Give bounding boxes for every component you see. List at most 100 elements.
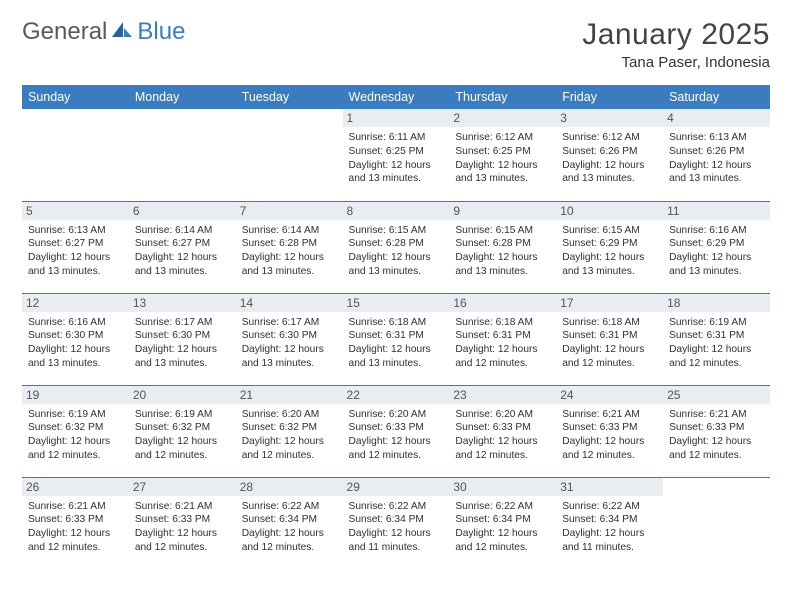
calendar-cell: 1 Sunrise: 6:11 AMSunset: 6:25 PMDaylight… bbox=[343, 109, 450, 201]
day-details: Sunrise: 6:18 AMSunset: 6:31 PMDaylight:… bbox=[349, 316, 444, 371]
day-details: Sunrise: 6:15 AMSunset: 6:28 PMDaylight:… bbox=[455, 224, 550, 279]
day-number: 20 bbox=[129, 386, 236, 404]
calendar-cell: 15 Sunrise: 6:18 AMSunset: 6:31 PMDayligh… bbox=[343, 293, 450, 385]
day-number: 9 bbox=[449, 202, 556, 220]
day-details: Sunrise: 6:12 AMSunset: 6:26 PMDaylight:… bbox=[562, 131, 657, 186]
calendar-cell bbox=[22, 109, 129, 201]
calendar-cell: 19 Sunrise: 6:19 AMSunset: 6:32 PMDayligh… bbox=[22, 385, 129, 477]
calendar-cell: 14 Sunrise: 6:17 AMSunset: 6:30 PMDayligh… bbox=[236, 293, 343, 385]
day-header: Friday bbox=[556, 85, 663, 109]
calendar-cell: 20Sunrise: 6:19 AMSunset: 6:32 PMDayligh… bbox=[129, 385, 236, 477]
day-details: Sunrise: 6:12 AMSunset: 6:25 PMDaylight:… bbox=[455, 131, 550, 186]
day-number: 30 bbox=[449, 478, 556, 496]
day-header: Tuesday bbox=[236, 85, 343, 109]
day-number: 12 bbox=[22, 294, 129, 312]
day-number: 8 bbox=[343, 202, 450, 220]
day-number: 10 bbox=[556, 202, 663, 220]
day-number: 15 bbox=[343, 294, 450, 312]
calendar-cell: 7Sunrise: 6:14 AMSunset: 6:28 PMDaylight… bbox=[236, 201, 343, 293]
day-number: 4 bbox=[663, 109, 770, 127]
brand-word-2: Blue bbox=[137, 18, 185, 46]
day-number: 26 bbox=[22, 478, 129, 496]
calendar-cell bbox=[663, 477, 770, 569]
day-number: 19 bbox=[22, 386, 129, 404]
day-number: 3 bbox=[556, 109, 663, 127]
calendar-cell: 24Sunrise: 6:21 AMSunset: 6:33 PMDayligh… bbox=[556, 385, 663, 477]
brand-logo: General Blue bbox=[22, 18, 185, 46]
calendar-cell: 21 Sunrise: 6:20 AMSunset: 6:32 PMDayligh… bbox=[236, 385, 343, 477]
calendar-cell: 16Sunrise: 6:18 AMSunset: 6:31 PMDayligh… bbox=[449, 293, 556, 385]
calendar-cell: 23 Sunrise: 6:20 AMSunset: 6:33 PMDayligh… bbox=[449, 385, 556, 477]
day-number: 16 bbox=[449, 294, 556, 312]
day-number: 27 bbox=[129, 478, 236, 496]
day-details: Sunrise: 6:20 AMSunset: 6:32 PMDaylight:… bbox=[242, 408, 337, 463]
day-number: 22 bbox=[343, 386, 450, 404]
calendar-cell: 30Sunrise: 6:22 AMSunset: 6:34 PMDayligh… bbox=[449, 477, 556, 569]
calendar-body: 1 Sunrise: 6:11 AMSunset: 6:25 PMDaylight… bbox=[22, 109, 770, 569]
day-number: 5 bbox=[22, 202, 129, 220]
day-number: 14 bbox=[236, 294, 343, 312]
day-details: Sunrise: 6:20 AMSunset: 6:33 PMDaylight:… bbox=[455, 408, 550, 463]
day-details: Sunrise: 6:17 AMSunset: 6:30 PMDaylight:… bbox=[135, 316, 230, 371]
calendar-week: 1 Sunrise: 6:11 AMSunset: 6:25 PMDaylight… bbox=[22, 109, 770, 201]
calendar-cell: 13Sunrise: 6:17 AMSunset: 6:30 PMDayligh… bbox=[129, 293, 236, 385]
day-details: Sunrise: 6:14 AMSunset: 6:27 PMDaylight:… bbox=[135, 224, 230, 279]
calendar-cell: 22 Sunrise: 6:20 AMSunset: 6:33 PMDayligh… bbox=[343, 385, 450, 477]
day-details: Sunrise: 6:14 AMSunset: 6:28 PMDaylight:… bbox=[242, 224, 337, 279]
calendar-cell: 5Sunrise: 6:13 AMSunset: 6:27 PMDaylight… bbox=[22, 201, 129, 293]
calendar-cell: 6 Sunrise: 6:14 AMSunset: 6:27 PMDaylight… bbox=[129, 201, 236, 293]
calendar-week: 5Sunrise: 6:13 AMSunset: 6:27 PMDaylight… bbox=[22, 201, 770, 293]
day-details: Sunrise: 6:21 AMSunset: 6:33 PMDaylight:… bbox=[135, 500, 230, 555]
day-number: 2 bbox=[449, 109, 556, 127]
day-details: Sunrise: 6:15 AMSunset: 6:29 PMDaylight:… bbox=[562, 224, 657, 279]
day-number: 21 bbox=[236, 386, 343, 404]
day-details: Sunrise: 6:22 AMSunset: 6:34 PMDaylight:… bbox=[242, 500, 337, 555]
day-details: Sunrise: 6:19 AMSunset: 6:31 PMDaylight:… bbox=[669, 316, 764, 371]
day-details: Sunrise: 6:13 AMSunset: 6:26 PMDaylight:… bbox=[669, 131, 764, 186]
day-details: Sunrise: 6:17 AMSunset: 6:30 PMDaylight:… bbox=[242, 316, 337, 371]
day-number: 6 bbox=[129, 202, 236, 220]
sail-icon bbox=[111, 18, 133, 46]
day-number: 29 bbox=[343, 478, 450, 496]
day-number: 28 bbox=[236, 478, 343, 496]
day-number: 25 bbox=[663, 386, 770, 404]
day-details: Sunrise: 6:22 AMSunset: 6:34 PMDaylight:… bbox=[562, 500, 657, 555]
calendar-cell bbox=[129, 109, 236, 201]
day-number: 1 bbox=[343, 109, 450, 127]
day-details: Sunrise: 6:20 AMSunset: 6:33 PMDaylight:… bbox=[349, 408, 444, 463]
calendar-week: 19 Sunrise: 6:19 AMSunset: 6:32 PMDayligh… bbox=[22, 385, 770, 477]
day-header-row: SundayMondayTuesdayWednesdayThursdayFrid… bbox=[22, 85, 770, 109]
month-title: January 2025 bbox=[582, 18, 770, 52]
calendar-cell: 25 Sunrise: 6:21 AMSunset: 6:33 PMDayligh… bbox=[663, 385, 770, 477]
calendar-cell: 3 Sunrise: 6:12 AMSunset: 6:26 PMDaylight… bbox=[556, 109, 663, 201]
calendar-cell: 2 Sunrise: 6:12 AMSunset: 6:25 PMDaylight… bbox=[449, 109, 556, 201]
day-details: Sunrise: 6:22 AMSunset: 6:34 PMDaylight:… bbox=[349, 500, 444, 555]
calendar-week: 26 Sunrise: 6:21 AMSunset: 6:33 PMDayligh… bbox=[22, 477, 770, 569]
day-number: 17 bbox=[556, 294, 663, 312]
day-details: Sunrise: 6:21 AMSunset: 6:33 PMDaylight:… bbox=[669, 408, 764, 463]
day-number: 31 bbox=[556, 478, 663, 496]
day-details: Sunrise: 6:19 AMSunset: 6:32 PMDaylight:… bbox=[28, 408, 123, 463]
day-details: Sunrise: 6:21 AMSunset: 6:33 PMDaylight:… bbox=[28, 500, 123, 555]
calendar-cell: 12 Sunrise: 6:16 AMSunset: 6:30 PMDayligh… bbox=[22, 293, 129, 385]
title-block: January 2025 Tana Paser, Indonesia bbox=[582, 18, 770, 71]
day-header: Sunday bbox=[22, 85, 129, 109]
day-details: Sunrise: 6:11 AMSunset: 6:25 PMDaylight:… bbox=[349, 131, 444, 186]
calendar-cell: 18Sunrise: 6:19 AMSunset: 6:31 PMDayligh… bbox=[663, 293, 770, 385]
day-number: 23 bbox=[449, 386, 556, 404]
calendar-cell: 29 Sunrise: 6:22 AMSunset: 6:34 PMDayligh… bbox=[343, 477, 450, 569]
day-number: 11 bbox=[663, 202, 770, 220]
day-details: Sunrise: 6:16 AMSunset: 6:30 PMDaylight:… bbox=[28, 316, 123, 371]
calendar-cell: 4 Sunrise: 6:13 AMSunset: 6:26 PMDaylight… bbox=[663, 109, 770, 201]
calendar-cell: 9 Sunrise: 6:15 AMSunset: 6:28 PMDaylight… bbox=[449, 201, 556, 293]
calendar-cell: 17Sunrise: 6:18 AMSunset: 6:31 PMDayligh… bbox=[556, 293, 663, 385]
calendar-cell: 31 Sunrise: 6:22 AMSunset: 6:34 PMDayligh… bbox=[556, 477, 663, 569]
calendar-cell bbox=[236, 109, 343, 201]
calendar-cell: 28 Sunrise: 6:22 AMSunset: 6:34 PMDayligh… bbox=[236, 477, 343, 569]
day-header: Saturday bbox=[663, 85, 770, 109]
calendar-week: 12 Sunrise: 6:16 AMSunset: 6:30 PMDayligh… bbox=[22, 293, 770, 385]
calendar-cell: 8Sunrise: 6:15 AMSunset: 6:28 PMDaylight… bbox=[343, 201, 450, 293]
day-details: Sunrise: 6:21 AMSunset: 6:33 PMDaylight:… bbox=[562, 408, 657, 463]
day-details: Sunrise: 6:16 AMSunset: 6:29 PMDaylight:… bbox=[669, 224, 764, 279]
calendar-cell: 26 Sunrise: 6:21 AMSunset: 6:33 PMDayligh… bbox=[22, 477, 129, 569]
